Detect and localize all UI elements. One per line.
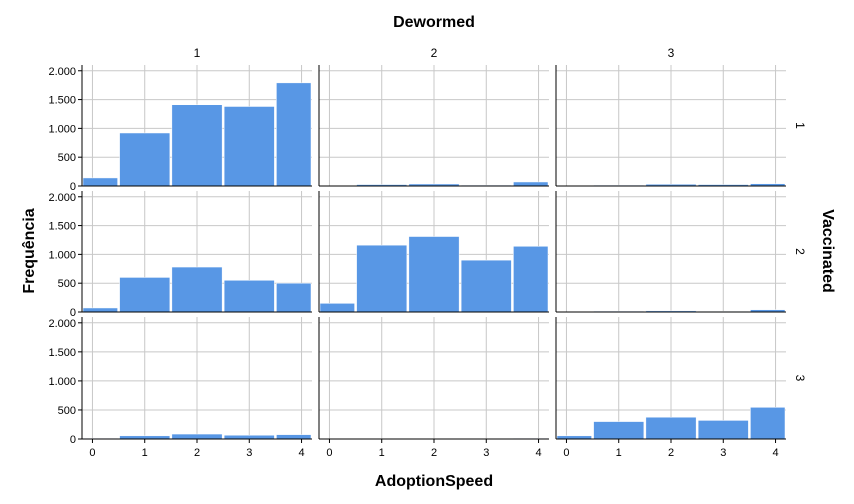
row-strip-label: 1: [793, 122, 807, 129]
row-strip-label: 3: [793, 375, 807, 382]
bar: [223, 106, 275, 187]
y-tick-label: 0: [70, 434, 76, 446]
x-tick-label: 4: [298, 447, 304, 459]
bar: [223, 434, 275, 440]
panel-r1-c2: [318, 65, 549, 187]
y-tick-label: 1.500: [48, 347, 76, 359]
x-tick-label: 2: [668, 447, 674, 459]
bar: [513, 246, 549, 313]
panel-r1-c3: [555, 65, 786, 187]
x-axis-title: AdoptionSpeed: [375, 473, 493, 490]
col-strip-label: 3: [668, 46, 675, 60]
panel-r3-c3: 0 1 2 3 4: [555, 317, 786, 459]
panel-r2-c1: 0 500 1.000 1.500 2.000: [48, 191, 312, 319]
x-tick-label: 3: [246, 447, 252, 459]
bar: [171, 433, 223, 440]
y-tick-label: 0: [70, 181, 76, 193]
bar: [645, 416, 697, 440]
bar: [319, 303, 355, 313]
x-tick-label: 4: [535, 447, 541, 459]
x-tick-label: 4: [772, 447, 778, 459]
bar: [119, 277, 171, 313]
y-tick-label: 500: [58, 152, 76, 164]
bar: [460, 259, 512, 313]
col-strip-label: 2: [431, 46, 438, 60]
bar: [750, 407, 786, 440]
x-tick-label: 0: [89, 447, 95, 459]
y-tick-label: 1.500: [48, 221, 76, 233]
panel-r3-c2: 0 1 2 3 4: [318, 317, 549, 459]
y-tick-label: 500: [58, 405, 76, 417]
panel-r1-c1: 0 500 1.000 1.500 2.000: [48, 65, 312, 193]
col-strip-label: 1: [194, 46, 201, 60]
y-tick-label: 2.000: [48, 318, 76, 330]
x-tick-label: 2: [194, 447, 200, 459]
bar: [276, 282, 312, 313]
bar: [171, 266, 223, 313]
y-tick-label: 0: [70, 307, 76, 319]
y-axis-title: Frequência: [21, 208, 38, 293]
panel-grid: 05001.0001.5002.00005001.0001.5002.00005…: [48, 46, 807, 459]
bar: [223, 280, 275, 313]
y-tick-label: 2.000: [48, 192, 76, 204]
bar: [356, 244, 408, 313]
bar: [171, 104, 223, 187]
panel-r2-c2: [318, 191, 549, 313]
y-tick-label: 1.000: [48, 376, 76, 388]
bar: [513, 181, 549, 187]
panel-r2-c3: [555, 191, 786, 313]
y-tick-label: 2.000: [48, 66, 76, 78]
bar: [82, 307, 118, 313]
y-tick-label: 1.000: [48, 123, 76, 135]
row-facet-title: Vaccinated: [819, 209, 836, 293]
y-tick-label: 1.500: [48, 95, 76, 107]
y-tick-label: 500: [58, 278, 76, 290]
panel-r3-c1: 0 500 1.000 1.500 2.000 0 1 2 3 4: [48, 317, 312, 459]
bar: [408, 236, 460, 313]
bar: [82, 177, 118, 187]
x-tick-label: 3: [483, 447, 489, 459]
bar: [119, 132, 171, 187]
bar: [593, 421, 645, 440]
y-tick-label: 1.000: [48, 249, 76, 261]
x-tick-label: 2: [431, 447, 437, 459]
x-tick-label: 1: [616, 447, 622, 459]
bar: [276, 82, 312, 187]
x-tick-label: 1: [379, 447, 385, 459]
x-tick-label: 0: [563, 447, 569, 459]
x-tick-label: 0: [326, 447, 332, 459]
x-tick-label: 1: [142, 447, 148, 459]
bar: [697, 420, 749, 440]
col-facet-title: Dewormed: [393, 14, 475, 31]
row-strip-label: 2: [793, 248, 807, 255]
x-tick-label: 3: [720, 447, 726, 459]
bar: [276, 434, 312, 440]
